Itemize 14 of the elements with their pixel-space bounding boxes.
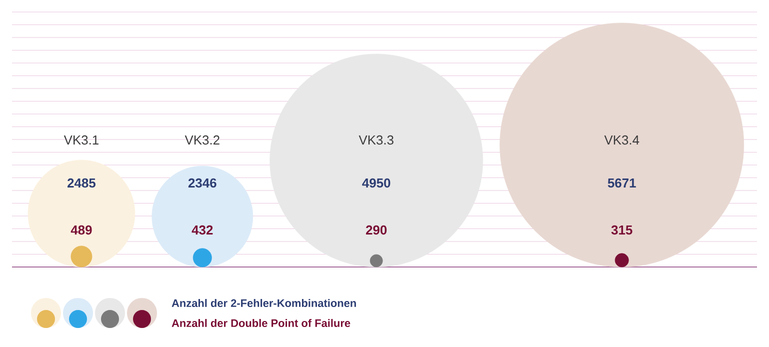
data-label: 489	[70, 225, 92, 235]
legend-label: Anzahl der Double Point of Failure	[172, 318, 350, 328]
data-label: 4950	[362, 178, 390, 188]
data-label: 432	[192, 225, 213, 235]
data-label: 290	[366, 225, 387, 235]
category-label: VK3.1	[64, 135, 98, 145]
data-label: 2485	[68, 178, 96, 188]
category-label: VK3.4	[604, 135, 640, 145]
category-label: VK3.3	[358, 135, 394, 145]
text: Anzahl der 2-Fehler-Kombinationen	[172, 298, 356, 308]
data-label: 2346	[188, 178, 216, 188]
data-label: 315	[611, 225, 632, 235]
data-label: 5671	[608, 178, 636, 188]
category-label: VK3.2	[184, 135, 220, 145]
